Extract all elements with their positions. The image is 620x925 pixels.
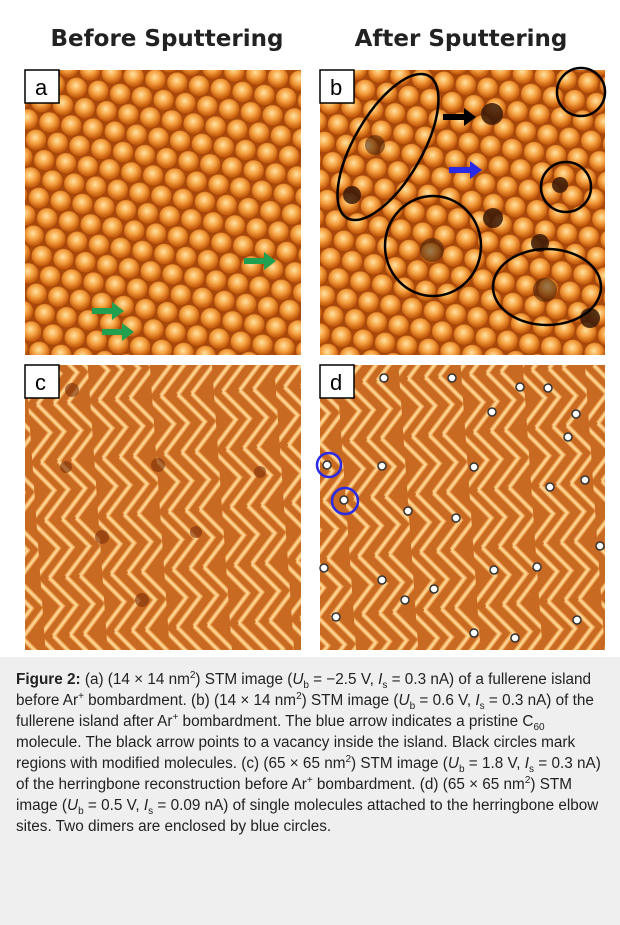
caption-text: bombardment. (b) (14 × 14 nm <box>84 692 296 709</box>
panel-label: d <box>330 370 342 395</box>
caption-text: U <box>399 692 410 709</box>
figure-page: {"figure": { "headers": ["Before Sputter… <box>0 0 620 925</box>
panel-label: c <box>35 370 46 395</box>
caption-text: bombardment. The blue arrow indicates a … <box>178 713 533 730</box>
caption-text: ) STM image ( <box>302 692 399 709</box>
stm-image <box>25 70 301 355</box>
stm-image <box>320 365 605 650</box>
caption-text: U <box>67 797 78 814</box>
caption-text: = 1.8 V, <box>465 755 525 772</box>
panel-label: a <box>35 75 48 100</box>
caption-text: = −2.5 V, <box>309 671 378 688</box>
caption-text: U <box>292 671 303 688</box>
figure-caption: Figure 2: (a) (14 × 14 nm2) STM image (U… <box>0 657 620 925</box>
caption-text: U <box>448 755 459 772</box>
stm-panels: a b c d <box>0 0 620 655</box>
panel-label: b <box>330 75 342 100</box>
caption-text: bombardment. (d) (65 × 65 nm <box>313 776 525 793</box>
caption-text: = 0.6 V, <box>415 692 475 709</box>
caption-text: 60 <box>533 722 544 733</box>
stm-image <box>25 365 301 650</box>
caption-label: Figure 2: <box>16 671 81 688</box>
caption-text: = 0.5 V, <box>84 797 144 814</box>
caption-text: ) STM image ( <box>195 671 292 688</box>
caption-text: (a) (14 × 14 nm <box>81 671 190 688</box>
caption-text: ) STM image ( <box>351 755 448 772</box>
